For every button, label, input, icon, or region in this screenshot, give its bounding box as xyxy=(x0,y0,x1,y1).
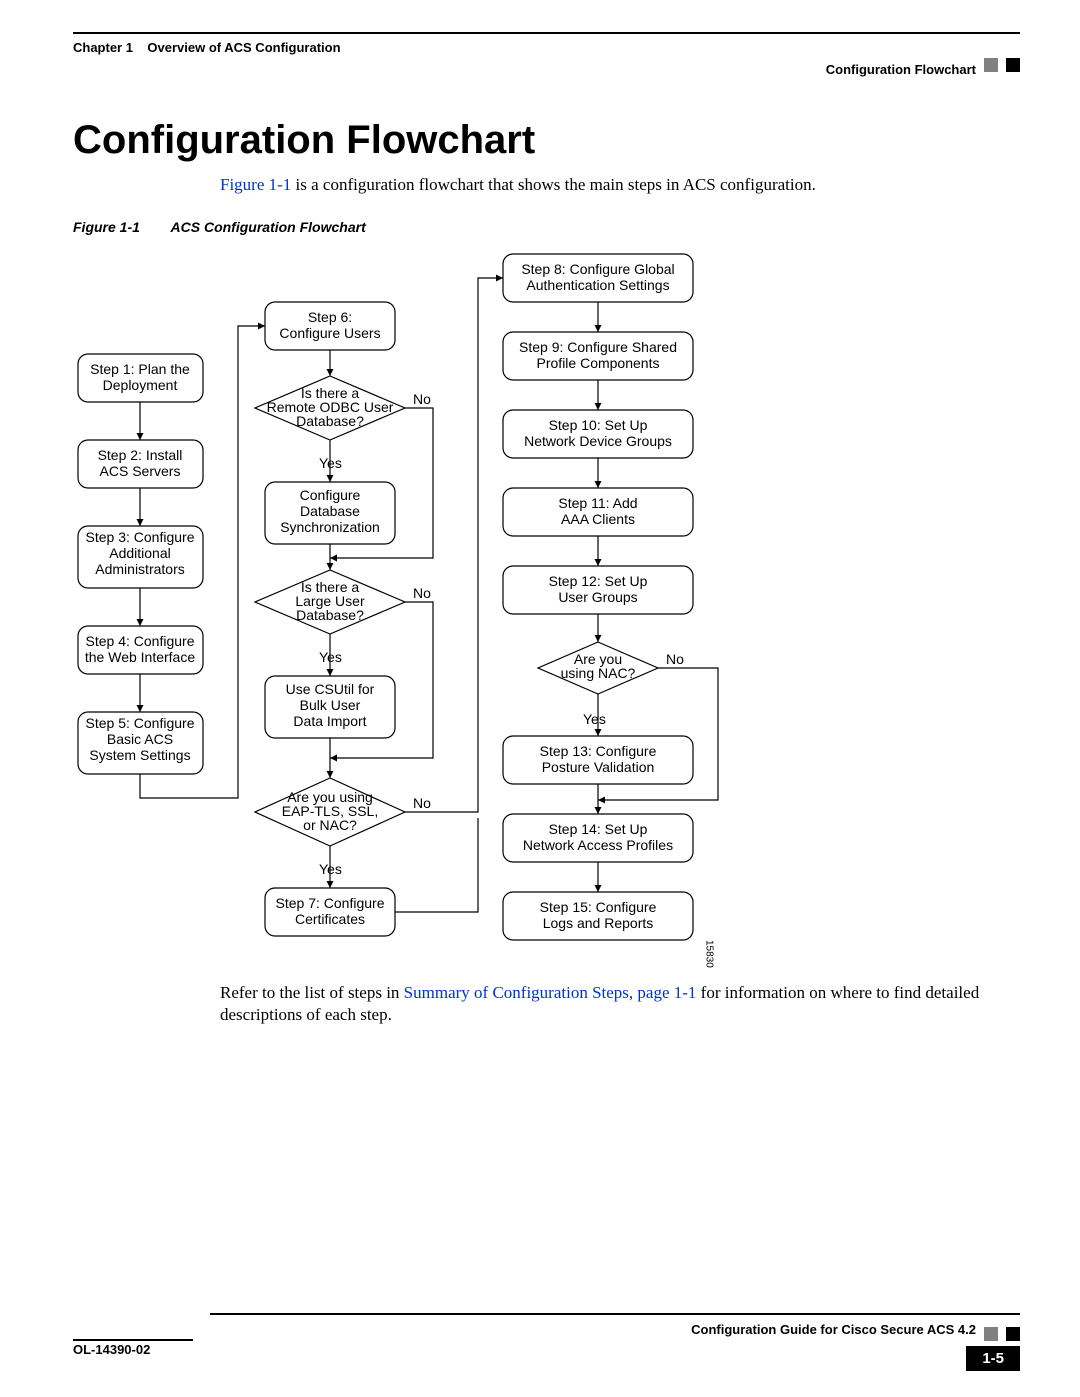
yes-label: Yes xyxy=(319,861,342,877)
footer-decor-icon xyxy=(1006,1327,1020,1341)
node-step9: Step 9: Configure SharedProfile Componen… xyxy=(519,339,677,371)
image-id: 158309 xyxy=(704,940,715,968)
footer-rule xyxy=(210,1313,1020,1315)
yes-label: Yes xyxy=(583,711,606,727)
figure-ref-link[interactable]: Figure 1-1 xyxy=(220,175,291,194)
node-step4: Step 4: Configurethe Web Interface xyxy=(85,633,195,665)
node-step13: Step 13: ConfigurePosture Validation xyxy=(540,743,657,775)
chapter-label: Chapter 1 xyxy=(73,40,133,55)
page: Chapter 1 Overview of ACS Configuration … xyxy=(0,0,1080,1397)
node-step8: Step 8: Configure GlobalAuthentication S… xyxy=(521,261,674,293)
header-section: Configuration Flowchart xyxy=(826,62,976,77)
outro-pre: Refer to the list of steps in xyxy=(220,983,404,1002)
header-rule xyxy=(73,32,1020,34)
node-step11: Step 11: AddAAA Clients xyxy=(558,495,637,527)
header-decor-icon xyxy=(984,58,998,72)
node-step1: Step 1: Plan theDeployment xyxy=(90,361,190,393)
yes-label: Yes xyxy=(319,649,342,665)
no-label: No xyxy=(413,391,431,407)
figure-caption: Figure 1-1 ACS Configuration Flowchart xyxy=(73,219,366,235)
footer-guide: Configuration Guide for Cisco Secure ACS… xyxy=(691,1322,976,1337)
intro-rest: is a configuration flowchart that shows … xyxy=(291,175,816,194)
intro-text: Figure 1-1 is a configuration flowchart … xyxy=(220,175,990,195)
header-decor-icon xyxy=(1006,58,1020,72)
page-number: 1-5 xyxy=(966,1346,1020,1371)
figure-caption-label: Figure 1-1 xyxy=(73,219,140,235)
chapter-title: Overview of ACS Configuration xyxy=(147,40,340,55)
flowchart: No Yes No Yes No Yes No Yes Step 1: Plan… xyxy=(73,248,753,968)
node-d2: Is there aLarge UserDatabase? xyxy=(295,579,365,623)
yes-label: Yes xyxy=(319,455,342,471)
page-title: Configuration Flowchart xyxy=(73,118,535,163)
figure-caption-text: ACS Configuration Flowchart xyxy=(171,219,366,235)
node-d1: Is there aRemote ODBC UserDatabase? xyxy=(267,385,394,429)
no-label: No xyxy=(666,651,684,667)
footer-ol: OL-14390-02 xyxy=(73,1342,150,1357)
node-step15: Step 15: ConfigureLogs and Reports xyxy=(540,899,657,931)
no-label: No xyxy=(413,795,431,811)
header-left: Chapter 1 Overview of ACS Configuration xyxy=(73,40,341,55)
footer-rule-left xyxy=(73,1339,193,1341)
summary-link[interactable]: Summary of Configuration Steps, page 1-1 xyxy=(404,983,697,1002)
node-step12: Step 12: Set UpUser Groups xyxy=(549,573,648,605)
node-step2: Step 2: InstallACS Servers xyxy=(98,447,183,479)
no-label: No xyxy=(413,585,431,601)
outro-text: Refer to the list of steps in Summary of… xyxy=(220,982,1000,1026)
footer-decor-icon xyxy=(984,1327,998,1341)
